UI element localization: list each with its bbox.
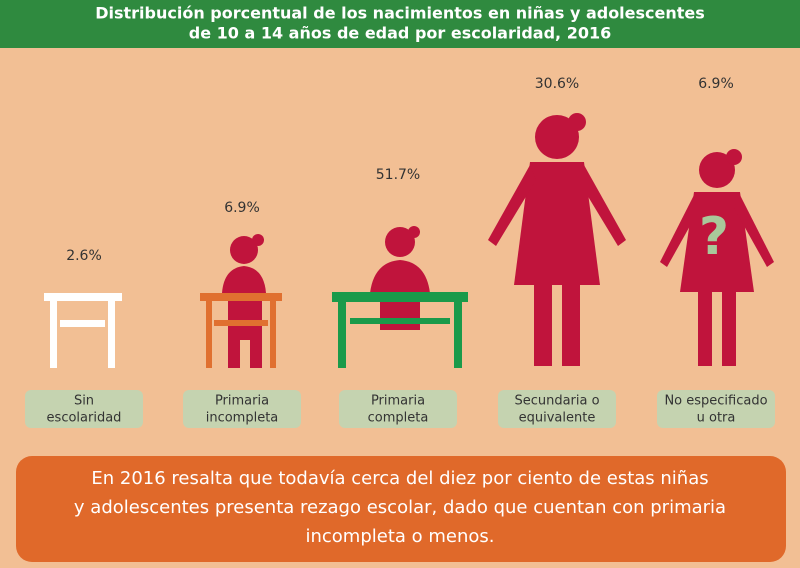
category-label: Sin — [74, 394, 94, 409]
category-label: Secundaria o — [514, 394, 599, 409]
percent-label: 2.6% — [66, 248, 102, 264]
category-label: Primaria — [371, 394, 425, 409]
category-label: equivalente — [519, 411, 596, 426]
category-label: completa — [368, 411, 429, 426]
category-label: No especificado — [664, 394, 767, 409]
label-box — [657, 390, 775, 428]
girl-desk-icon — [332, 226, 468, 368]
label-box — [25, 390, 143, 428]
category-label: escolaridad — [47, 411, 122, 426]
note-box — [16, 456, 786, 562]
svg-text:?: ? — [699, 207, 729, 267]
category-label: u otra — [697, 411, 736, 426]
header-banner — [0, 0, 800, 48]
label-box — [183, 390, 301, 428]
category-label: Primaria — [215, 394, 269, 409]
note-line: incompleta o menos. — [305, 526, 494, 547]
woman-icon — [488, 113, 626, 366]
percent-label: 6.9% — [698, 76, 734, 92]
desk-icon — [44, 293, 122, 368]
percent-label: 6.9% — [224, 200, 260, 216]
label-box — [498, 390, 616, 428]
unknown-icon: ? — [660, 149, 774, 366]
items: 2.6% Sin escolaridad 6.9% Primaria incompleta… — [25, 76, 775, 428]
percent-label: 51.7% — [376, 167, 420, 183]
note-line: y adolescentes presenta rezago escolar, … — [74, 497, 726, 518]
percent-label: 30.6% — [535, 76, 579, 92]
title-line: de 10 a 14 años de edad por escolaridad,… — [189, 24, 611, 43]
girl-desk-icon — [200, 234, 282, 368]
title-line: Distribución porcentual de los nacimient… — [95, 4, 705, 23]
category-label: incompleta — [206, 411, 279, 426]
label-box — [339, 390, 457, 428]
note-line: En 2016 resalta que todavía cerca del di… — [91, 468, 708, 489]
